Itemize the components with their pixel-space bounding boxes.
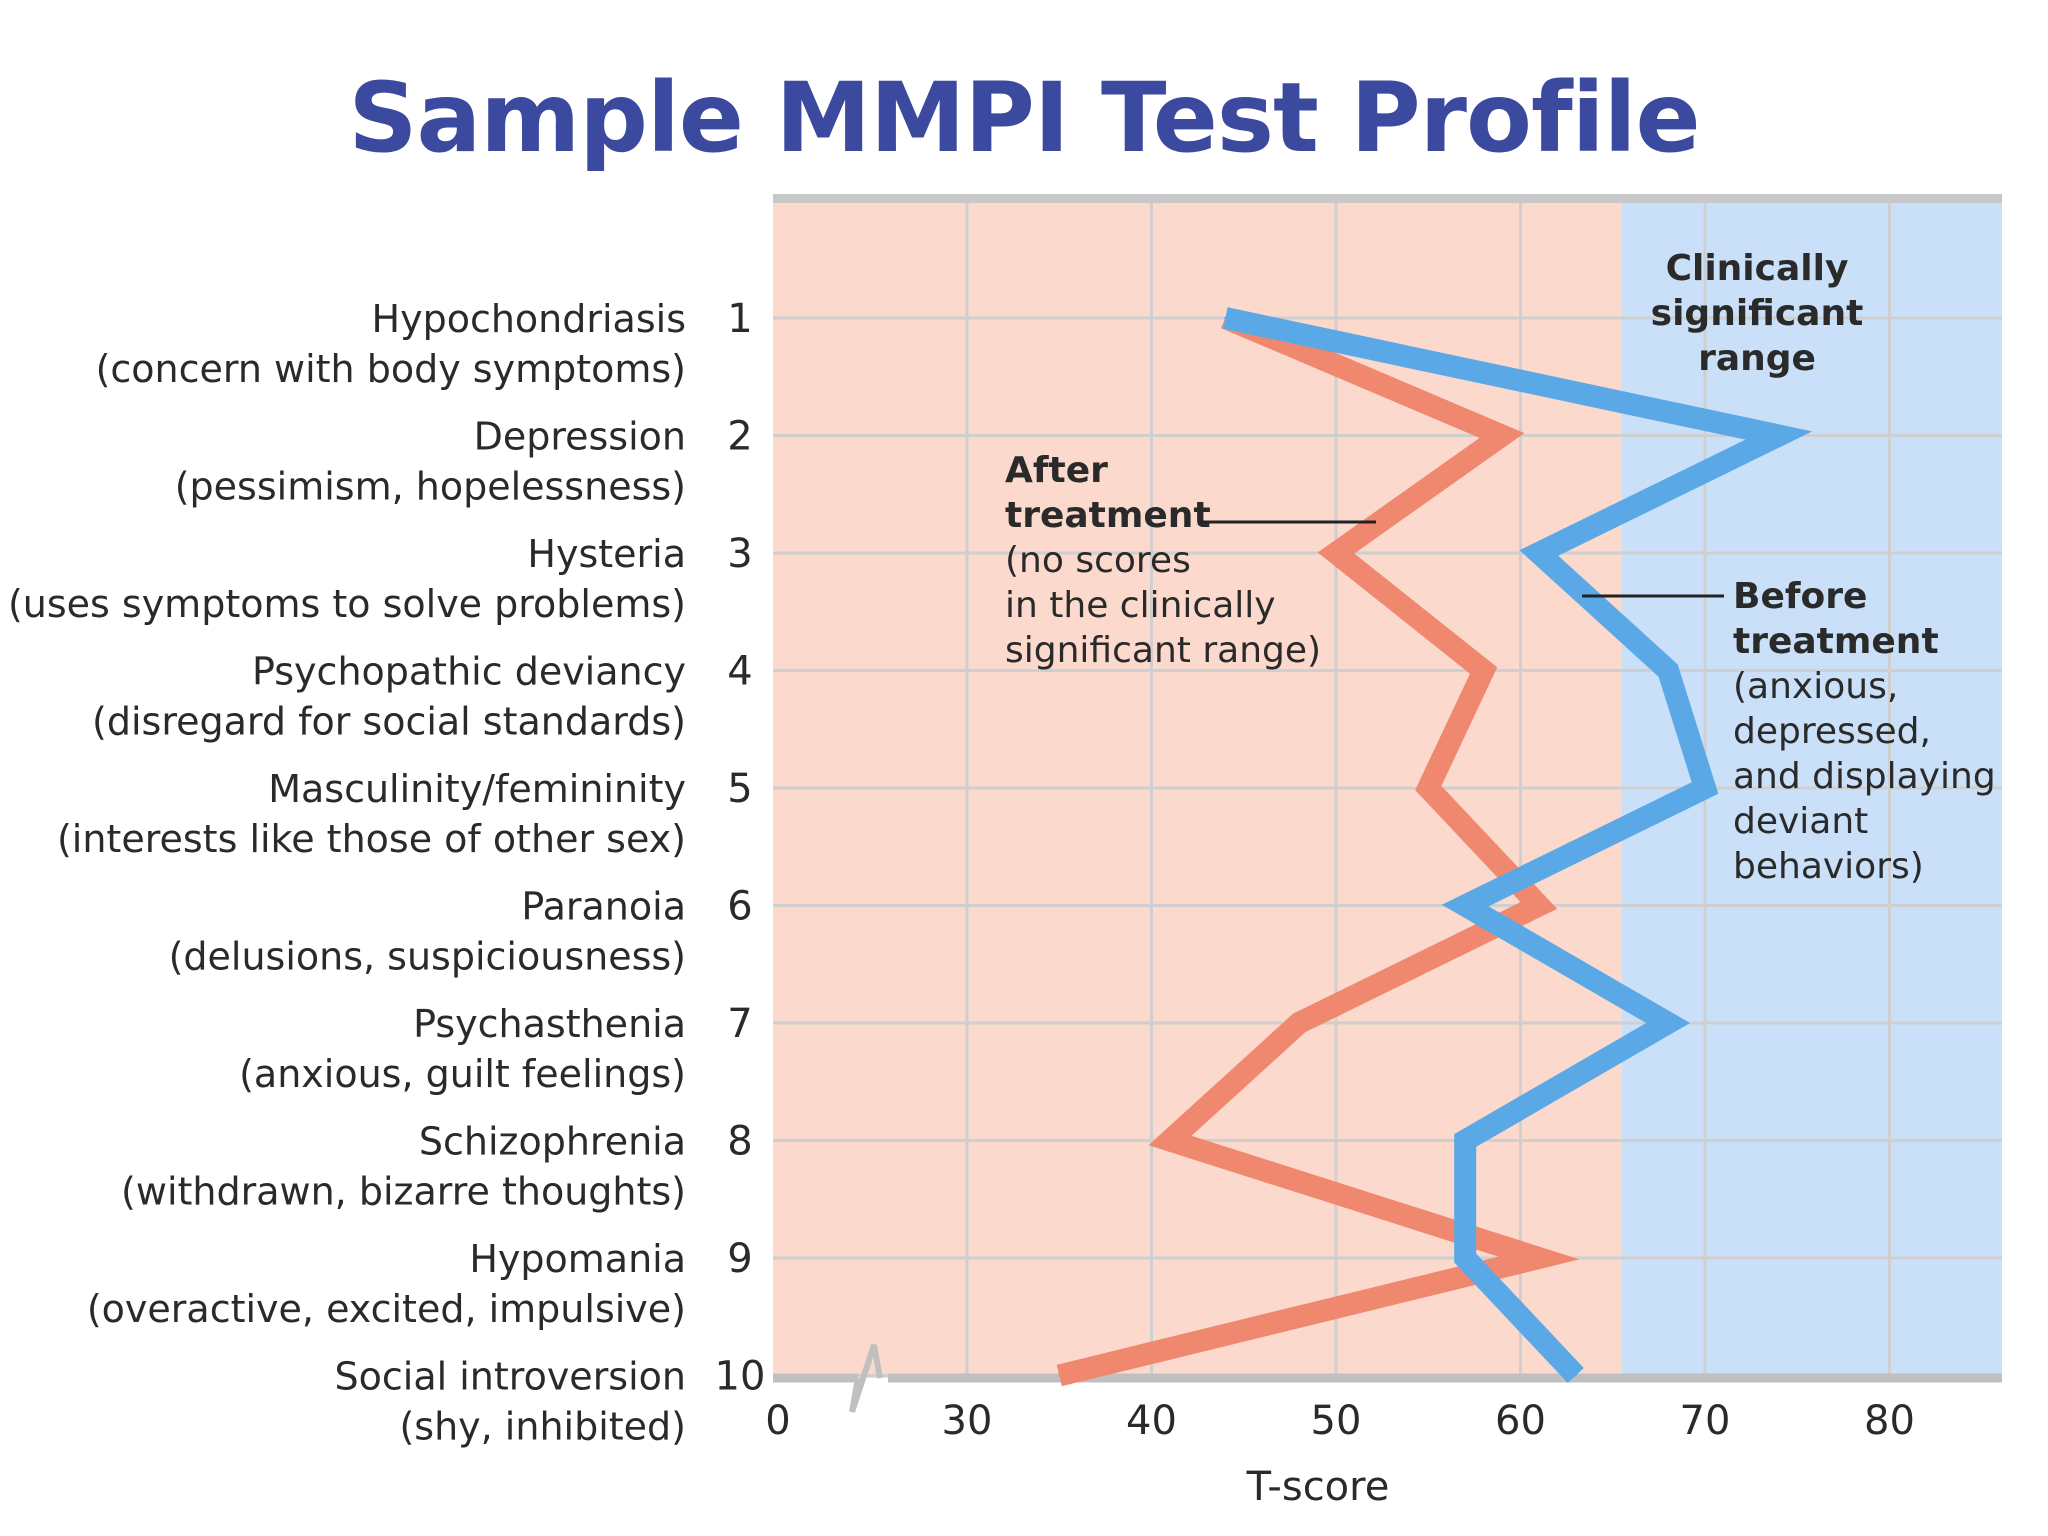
after-treatment-note: (no scores — [1005, 540, 1191, 581]
scale-number-5: 5 — [727, 766, 752, 812]
data-point-before-treatment-8 — [1464, 1139, 1467, 1142]
data-point-after-treatment-7 — [1298, 1022, 1301, 1024]
chart-annotations: ClinicallysignificantrangeAftertreatment… — [1005, 248, 1996, 887]
scale-name-2: Depression — [474, 415, 686, 459]
scale-number-7: 7 — [727, 1001, 752, 1047]
scale-description-9: (overactive, excited, impulsive) — [87, 1287, 686, 1331]
data-point-before-treatment-7 — [1667, 1022, 1670, 1024]
category-labels: Hypochondriasis (concern with body sympto… — [8, 296, 766, 1449]
before-treatment-label: treatment — [1733, 621, 1939, 662]
data-point-after-treatment-10 — [1058, 1374, 1061, 1377]
x-tick-80: 80 — [1864, 1398, 1915, 1444]
scale-name-9: Hypomania — [469, 1237, 686, 1281]
scale-number-9: 9 — [727, 1236, 752, 1282]
after-treatment-note: in the clinically — [1005, 585, 1276, 626]
x-tick-40: 40 — [1126, 1398, 1177, 1444]
data-point-after-treatment-3 — [1335, 552, 1337, 554]
data-point-before-treatment-3 — [1537, 552, 1540, 554]
data-point-after-treatment-6 — [1537, 904, 1540, 907]
scale-description-1: (concern with body symptoms) — [96, 347, 686, 391]
scale-description-8: (withdrawn, bizarre thoughts) — [121, 1170, 686, 1214]
scale-number-3: 3 — [727, 531, 752, 577]
x-tick-labels: 0 30 40 50 60 70 80 T-score — [765, 1398, 1915, 1510]
scale-number-8: 8 — [727, 1119, 752, 1165]
series-line-after-treatment — [1056, 307, 1580, 1387]
axis-break-mark — [849, 1344, 883, 1413]
scale-name-1: Hypochondriasis — [372, 297, 686, 341]
x-tick-30: 30 — [942, 1398, 993, 1444]
after-treatment-note: significant range) — [1005, 630, 1321, 671]
scale-number-10: 10 — [715, 1354, 766, 1400]
data-point-before-treatment-9 — [1464, 1257, 1467, 1259]
data-point-after-treatment-4 — [1482, 669, 1485, 672]
after-treatment-label: After — [1005, 450, 1108, 491]
before-treatment-note: depressed, — [1733, 711, 1931, 752]
scale-number-6: 6 — [727, 884, 752, 930]
data-point-before-treatment-2 — [1777, 434, 1780, 437]
data-point-before-treatment-5 — [1704, 787, 1706, 789]
scale-number-2: 2 — [727, 414, 752, 460]
scale-name-7: Psychasthenia — [413, 1002, 686, 1046]
scale-description-10: (shy, inhibited) — [399, 1405, 686, 1449]
data-point-before-treatment-6 — [1464, 904, 1467, 907]
before-treatment-note: and displaying — [1733, 756, 1996, 797]
before-treatment-note: deviant — [1733, 801, 1868, 842]
after-treatment-label: treatment — [1005, 495, 1211, 536]
before-treatment-note: behaviors) — [1733, 846, 1924, 887]
scale-description-7: (anxious, guilt feelings) — [239, 1052, 686, 1096]
clinical-range-label: Clinically — [1666, 248, 1849, 289]
top-border — [773, 194, 2002, 203]
scale-description-6: (delusions, suspiciousness) — [169, 935, 686, 979]
scale-number-4: 4 — [727, 649, 752, 695]
data-point-after-treatment-5 — [1427, 787, 1430, 789]
scale-name-10: Social introversion — [335, 1355, 687, 1399]
scale-description-5: (interests like those of other sex) — [57, 817, 686, 861]
scale-number-1: 1 — [727, 296, 752, 342]
data-point-before-treatment-1 — [1224, 317, 1227, 319]
before-treatment-label: Before — [1733, 576, 1867, 617]
scale-name-8: Schizophrenia — [419, 1120, 686, 1164]
scale-name-6: Paranoia — [521, 885, 686, 929]
scale-name-4: Psychopathic deviancy — [252, 650, 686, 694]
clinical-range-label: range — [1698, 338, 1816, 379]
x-tick-60: 60 — [1495, 1398, 1546, 1444]
chart-series — [1056, 307, 1813, 1387]
data-point-after-treatment-8 — [1168, 1139, 1171, 1142]
x-axis-title: T-score — [1246, 1464, 1390, 1510]
scale-description-2: (pessimism, hopelessness) — [175, 465, 686, 509]
clinical-range-label: significant — [1651, 293, 1864, 334]
scale-name-5: Masculinity/femininity — [268, 767, 686, 811]
x-tick-70: 70 — [1680, 1398, 1731, 1444]
slide-title: Sample MMPI Test Profile — [348, 62, 1700, 174]
data-point-before-treatment-10 — [1574, 1374, 1577, 1377]
chart-grid — [773, 200, 2002, 1378]
scale-description-4: (disregard for social standards) — [92, 700, 686, 744]
series-line-before-treatment — [1223, 307, 1813, 1384]
data-point-after-treatment-2 — [1501, 434, 1504, 437]
data-point-before-treatment-4 — [1667, 669, 1670, 672]
x-tick-0: 0 — [765, 1398, 790, 1444]
scale-name-3: Hysteria — [527, 532, 686, 576]
x-tick-50: 50 — [1311, 1398, 1362, 1444]
before-treatment-note: (anxious, — [1733, 666, 1898, 707]
scale-description-3: (uses symptoms to solve problems) — [8, 582, 686, 626]
data-point-after-treatment-9 — [1537, 1257, 1540, 1259]
